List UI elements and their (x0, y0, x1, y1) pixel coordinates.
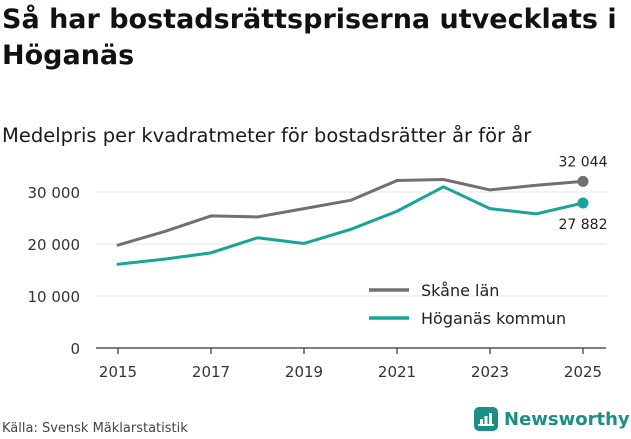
series-line-hoganas-kommun (116, 185, 585, 266)
newsworthy-logo-icon (474, 407, 498, 431)
chart-subtitle: Medelpris per kvadratmeter för bostadsrä… (2, 124, 532, 147)
series-line-skane-lan (116, 178, 585, 247)
grid-lines (96, 191, 606, 297)
newsworthy-brand[interactable]: Newsworthy (474, 407, 630, 431)
end-value-label: 27 882 (559, 217, 608, 233)
series-lines (116, 175, 589, 266)
chart-title: Så har bostadsrättspriserna utvecklats i… (2, 4, 617, 71)
y-axis-labels: 0 10 000 20 000 30 000 (28, 184, 81, 358)
x-tick-label: 2021 (378, 363, 416, 381)
source-note: Källa: Svensk Mäklarstatistik (2, 421, 188, 436)
x-tick-label: 2017 (192, 363, 230, 381)
x-tick-label: 2019 (285, 363, 323, 381)
x-tick-label: 2023 (471, 363, 509, 381)
y-tick-label: 0 (70, 340, 80, 358)
legend: Skåne län Höganäs kommun (369, 281, 566, 328)
y-tick-label: 20 000 (28, 236, 81, 254)
brand-name: Newsworthy (504, 408, 630, 430)
y-tick-label: 30 000 (28, 184, 81, 202)
legend-label: Skåne län (421, 281, 499, 300)
y-tick-label: 10 000 (28, 288, 81, 306)
x-tick-label: 2015 (99, 363, 137, 381)
x-axis: 2015 2017 2019 2021 2023 2025 (96, 347, 606, 381)
end-value-labels: 32 044 27 882 (559, 154, 608, 233)
end-value-label: 32 044 (559, 154, 608, 170)
series-end-marker (577, 175, 589, 187)
series-end-marker (577, 197, 589, 209)
x-tick-label: 2025 (564, 363, 602, 381)
legend-label: Höganäs kommun (421, 309, 566, 328)
